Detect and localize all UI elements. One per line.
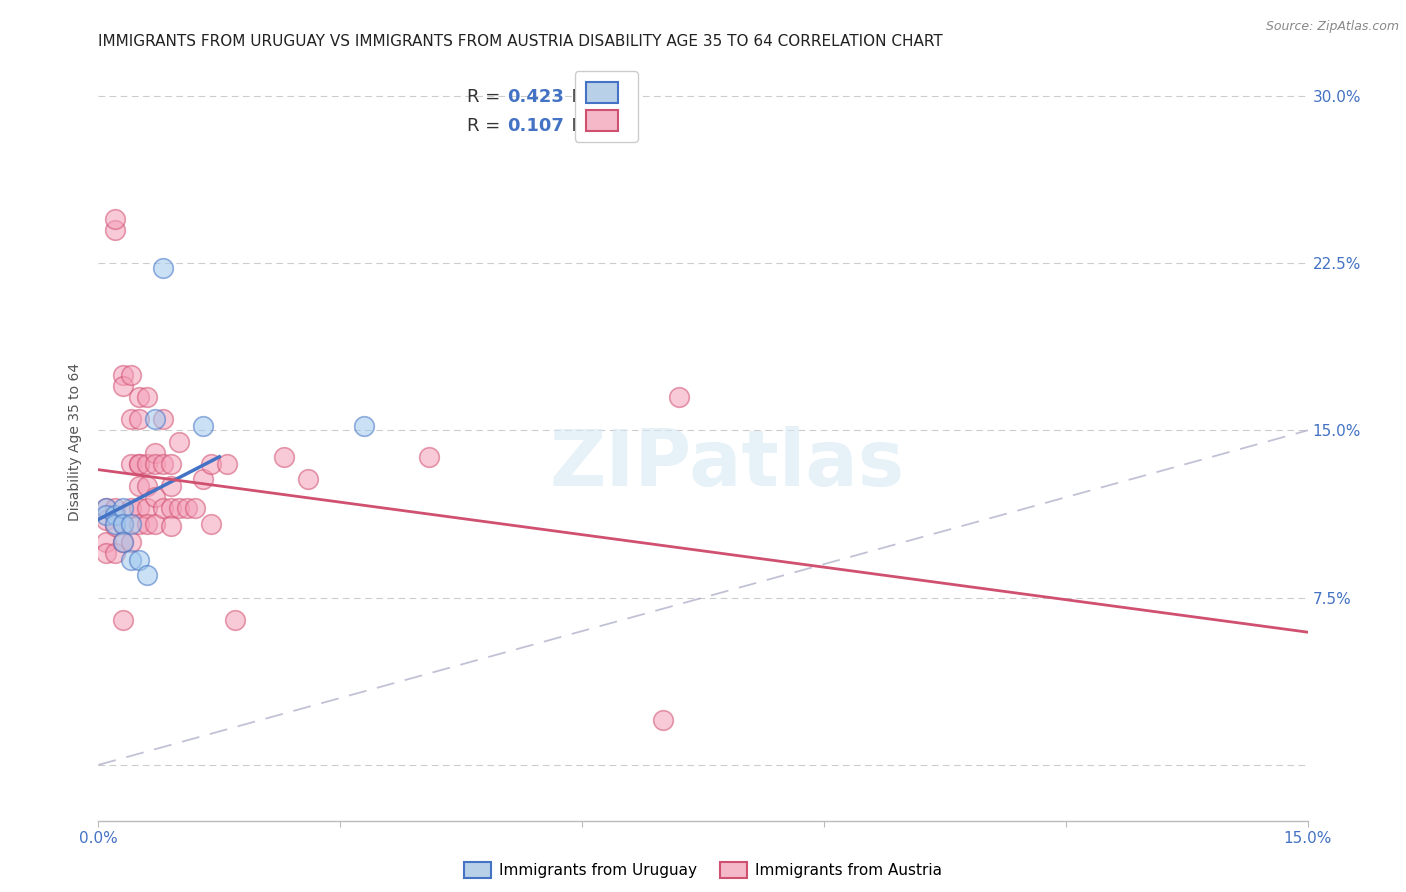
- Point: [111, 613, 134, 627]
- Point: [111, 517, 134, 532]
- Point: [96, 508, 118, 523]
- Point: [143, 412, 166, 426]
- Point: [160, 501, 183, 516]
- Point: [143, 457, 166, 471]
- Text: 56: 56: [606, 117, 631, 135]
- Point: [193, 473, 215, 487]
- Point: [111, 534, 134, 549]
- Point: [668, 390, 690, 404]
- Point: [297, 473, 319, 487]
- Point: [120, 534, 142, 549]
- Point: [120, 457, 142, 471]
- Point: [103, 223, 125, 237]
- Point: [200, 517, 222, 532]
- Point: [143, 445, 166, 460]
- Point: [96, 534, 118, 549]
- Text: N =: N =: [561, 87, 612, 105]
- Point: [152, 501, 174, 516]
- Point: [184, 501, 207, 516]
- Point: [128, 501, 150, 516]
- Point: [96, 546, 118, 560]
- Point: [135, 501, 157, 516]
- Point: [103, 508, 125, 523]
- Point: [135, 517, 157, 532]
- Point: [128, 457, 150, 471]
- Point: [120, 368, 142, 382]
- Point: [135, 479, 157, 493]
- Point: [120, 412, 142, 426]
- Point: [135, 390, 157, 404]
- Text: IMMIGRANTS FROM URUGUAY VS IMMIGRANTS FROM AUSTRIA DISABILITY AGE 35 TO 64 CORRE: IMMIGRANTS FROM URUGUAY VS IMMIGRANTS FR…: [98, 34, 943, 49]
- Point: [128, 517, 150, 532]
- Point: [120, 552, 142, 567]
- Point: [103, 519, 125, 533]
- Point: [128, 390, 150, 404]
- Point: [152, 412, 174, 426]
- Point: [111, 378, 134, 392]
- Point: [224, 613, 246, 627]
- Point: [103, 546, 125, 560]
- Point: [128, 412, 150, 426]
- Text: R =: R =: [467, 117, 506, 135]
- Text: Source: ZipAtlas.com: Source: ZipAtlas.com: [1265, 20, 1399, 33]
- Point: [111, 534, 134, 549]
- Point: [152, 457, 174, 471]
- Point: [152, 260, 174, 275]
- Text: ZIPatlas: ZIPatlas: [550, 426, 904, 502]
- Point: [160, 457, 183, 471]
- Point: [143, 491, 166, 505]
- Point: [200, 457, 222, 471]
- Point: [418, 450, 440, 464]
- Point: [96, 501, 118, 516]
- Point: [96, 512, 118, 526]
- Point: [160, 479, 183, 493]
- Point: [135, 568, 157, 582]
- Text: R =: R =: [467, 87, 506, 105]
- Point: [103, 211, 125, 226]
- Point: [128, 479, 150, 493]
- Point: [103, 517, 125, 532]
- Text: 15: 15: [606, 87, 631, 105]
- Legend: , : ,: [575, 71, 638, 142]
- Point: [120, 501, 142, 516]
- Point: [167, 434, 190, 449]
- Point: [167, 501, 190, 516]
- Point: [353, 419, 375, 434]
- Point: [135, 457, 157, 471]
- Y-axis label: Disability Age 35 to 64: Disability Age 35 to 64: [69, 362, 83, 521]
- Point: [128, 552, 150, 567]
- Point: [128, 457, 150, 471]
- Text: 0.107: 0.107: [508, 117, 564, 135]
- Point: [143, 517, 166, 532]
- Point: [111, 368, 134, 382]
- Point: [120, 517, 142, 532]
- Point: [160, 519, 183, 533]
- Legend: Immigrants from Uruguay, Immigrants from Austria: Immigrants from Uruguay, Immigrants from…: [458, 856, 948, 884]
- Point: [96, 501, 118, 516]
- Point: [111, 517, 134, 532]
- Point: [193, 419, 215, 434]
- Text: 0.423: 0.423: [508, 87, 564, 105]
- Point: [651, 714, 673, 728]
- Point: [217, 457, 239, 471]
- Text: N =: N =: [561, 117, 612, 135]
- Point: [111, 501, 134, 516]
- Point: [103, 501, 125, 516]
- Point: [273, 450, 295, 464]
- Point: [176, 501, 198, 516]
